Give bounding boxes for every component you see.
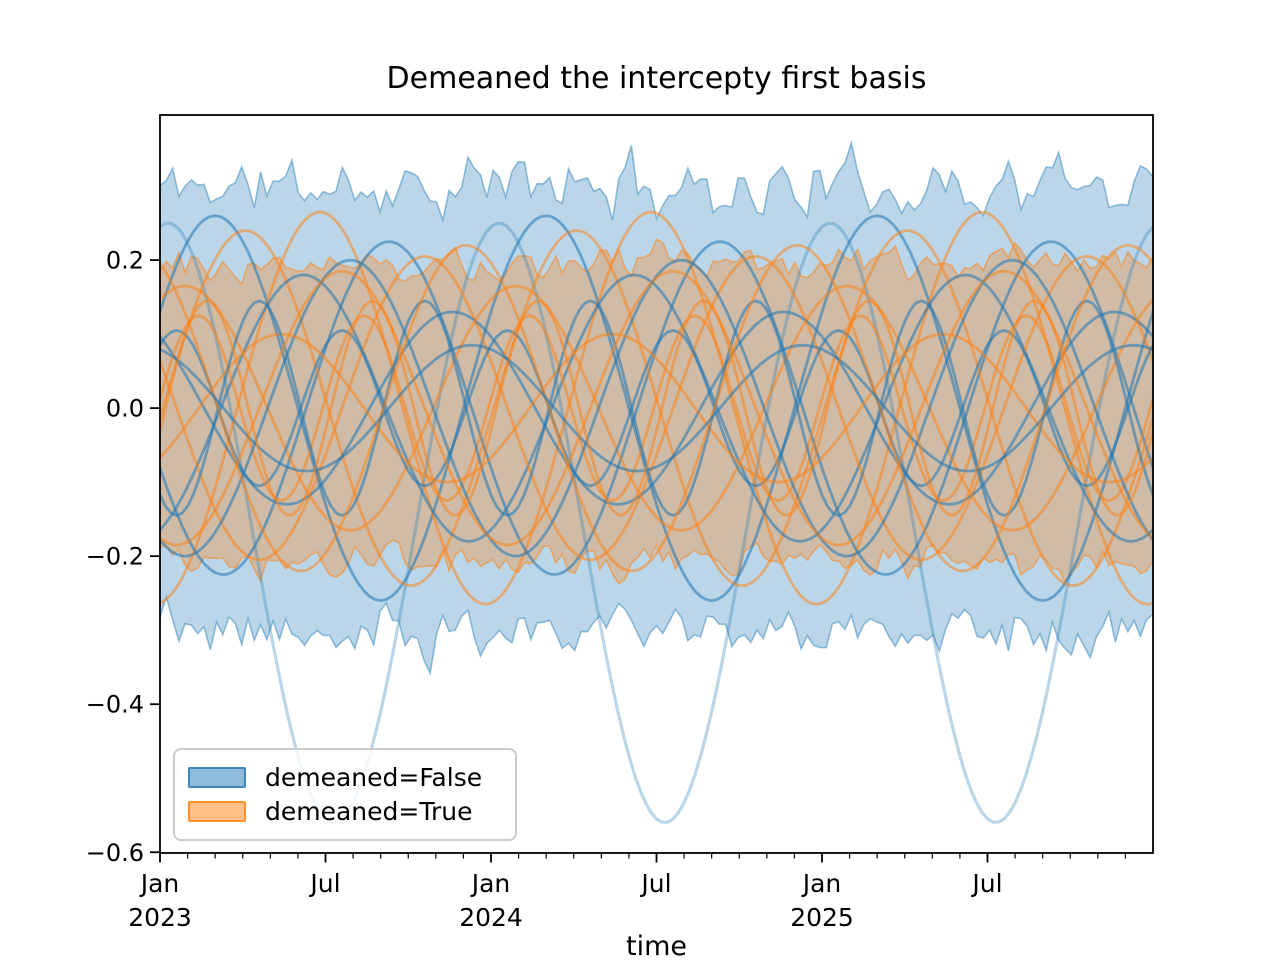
series-line-demeaned=False bbox=[158, 310, 1155, 506]
series-line-demeaned=True bbox=[158, 314, 1155, 503]
legend-swatch-demeaned-false-icon bbox=[188, 767, 246, 788]
x-tick-label: Jan bbox=[801, 869, 842, 898]
x-tick-year-label: 2025 bbox=[790, 903, 854, 932]
series-line-demeaned=True bbox=[159, 269, 1154, 547]
x-tick-year-label: 2024 bbox=[459, 903, 523, 932]
series-line-demeaned=True bbox=[158, 300, 1155, 517]
y-tick-label: −0.4 bbox=[86, 691, 144, 719]
x-tick-year-label: 2023 bbox=[128, 903, 192, 932]
legend: demeaned=False demeaned=True bbox=[173, 748, 517, 841]
series-line-demeaned=True bbox=[158, 332, 1154, 484]
y-tick-label: −0.2 bbox=[86, 543, 144, 571]
x-tick-label: Jan bbox=[139, 869, 180, 898]
series-line-demeaned=True bbox=[158, 244, 1155, 573]
y-tick-label: 0.2 bbox=[106, 247, 144, 275]
series-line-demeaned=False bbox=[158, 258, 1155, 558]
x-tick-label: Jul bbox=[639, 869, 671, 898]
legend-item-demeaned-true: demeaned=True bbox=[188, 799, 515, 824]
series-line-demeaned=True bbox=[158, 254, 1155, 562]
series-line-demeaned=False bbox=[158, 273, 1154, 543]
band-demeaned=False bbox=[159, 139, 1154, 676]
legend-label-demeaned-true: demeaned=True bbox=[265, 797, 473, 826]
legend-item-demeaned-false: demeaned=False bbox=[188, 765, 515, 790]
y-tick-label: 0.0 bbox=[106, 395, 144, 423]
chart-title: Demeaned the intercepty first basis bbox=[386, 61, 927, 96]
series-line-demeaned=True bbox=[159, 284, 1155, 532]
series-line-demeaned=False bbox=[158, 299, 1155, 517]
x-tick-label: Jul bbox=[970, 869, 1002, 898]
series-line-demeaned=True bbox=[159, 210, 1154, 606]
y-tick-label: −0.6 bbox=[86, 839, 144, 867]
x-tick-label: Jan bbox=[470, 869, 511, 898]
series-line-demeaned=False bbox=[158, 329, 1155, 488]
series-line-demeaned=False bbox=[158, 240, 1155, 576]
x-axis-ticks: Jan 2023 Jul Jan 2024 Jul Jan 2025 Jul bbox=[128, 853, 1127, 932]
legend-label-demeaned-false: demeaned=False bbox=[265, 763, 483, 792]
legend-swatch-demeaned-true-icon bbox=[188, 801, 246, 822]
series-line-demeaned=False bbox=[159, 343, 1154, 473]
series-line-demeaned=False bbox=[158, 214, 1155, 602]
y-axis-ticks: 0.2 0.0 −0.2 −0.4 −0.6 bbox=[86, 247, 160, 867]
x-axis-title: time bbox=[625, 931, 687, 962]
x-tick-label: Jul bbox=[308, 869, 340, 898]
